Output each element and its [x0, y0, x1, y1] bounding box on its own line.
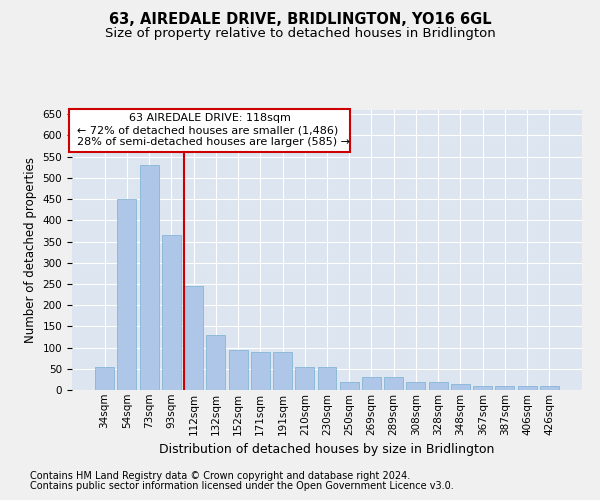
Bar — [429, 382, 448, 390]
Text: 63 AIREDALE DRIVE: 118sqm: 63 AIREDALE DRIVE: 118sqm — [129, 113, 290, 123]
Text: 63, AIREDALE DRIVE, BRIDLINGTON, YO16 6GL: 63, AIREDALE DRIVE, BRIDLINGTON, YO16 6G… — [109, 12, 491, 28]
Text: Size of property relative to detached houses in Bridlington: Size of property relative to detached ho… — [104, 28, 496, 40]
Bar — [317, 366, 337, 390]
Bar — [162, 235, 181, 390]
Bar — [518, 386, 536, 390]
Bar — [140, 165, 158, 390]
X-axis label: Distribution of detached houses by size in Bridlington: Distribution of detached houses by size … — [160, 443, 494, 456]
Y-axis label: Number of detached properties: Number of detached properties — [24, 157, 37, 343]
FancyBboxPatch shape — [70, 108, 350, 152]
Bar — [206, 335, 225, 390]
Bar — [340, 382, 359, 390]
Bar — [251, 352, 270, 390]
Bar — [384, 378, 403, 390]
Bar — [496, 386, 514, 390]
Text: ← 72% of detached houses are smaller (1,486): ← 72% of detached houses are smaller (1,… — [77, 126, 338, 136]
Bar — [229, 350, 248, 390]
Bar — [118, 199, 136, 390]
Bar — [95, 366, 114, 390]
Bar — [540, 386, 559, 390]
Bar — [473, 386, 492, 390]
Bar — [184, 286, 203, 390]
Bar — [451, 384, 470, 390]
Bar — [273, 352, 292, 390]
Bar — [295, 366, 314, 390]
Bar — [362, 378, 381, 390]
Text: 28% of semi-detached houses are larger (585) →: 28% of semi-detached houses are larger (… — [77, 136, 350, 146]
Bar — [406, 382, 425, 390]
Text: Contains public sector information licensed under the Open Government Licence v3: Contains public sector information licen… — [30, 481, 454, 491]
Text: Contains HM Land Registry data © Crown copyright and database right 2024.: Contains HM Land Registry data © Crown c… — [30, 471, 410, 481]
